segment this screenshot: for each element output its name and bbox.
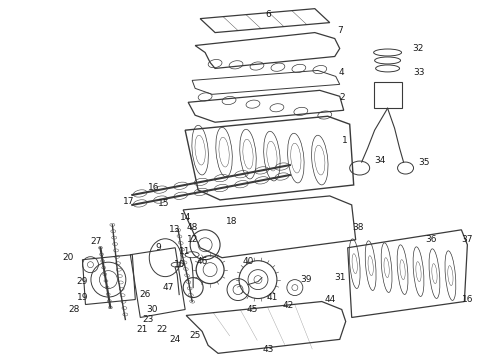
Text: 42: 42: [282, 301, 294, 310]
Text: 29: 29: [77, 277, 88, 286]
Text: 10: 10: [174, 260, 186, 269]
Text: 16: 16: [462, 295, 473, 304]
Text: 4: 4: [339, 68, 344, 77]
Text: 6: 6: [265, 10, 271, 19]
Text: 37: 37: [462, 235, 473, 244]
Text: 27: 27: [91, 237, 102, 246]
Text: 47: 47: [163, 283, 174, 292]
Text: 28: 28: [69, 305, 80, 314]
Text: 18: 18: [226, 217, 238, 226]
Text: 1: 1: [342, 136, 347, 145]
Text: 33: 33: [414, 68, 425, 77]
Text: 48: 48: [187, 223, 198, 232]
Text: 46: 46: [196, 257, 208, 266]
Text: 39: 39: [300, 275, 312, 284]
Text: 11: 11: [179, 247, 191, 256]
Text: 24: 24: [170, 335, 181, 344]
Text: 21: 21: [137, 325, 148, 334]
Text: 9: 9: [155, 243, 161, 252]
Text: 2: 2: [339, 93, 344, 102]
Text: 34: 34: [374, 156, 385, 165]
Text: 20: 20: [63, 253, 74, 262]
Text: 25: 25: [190, 331, 201, 340]
Text: 14: 14: [179, 213, 191, 222]
Text: 13: 13: [170, 225, 181, 234]
Text: 45: 45: [246, 305, 258, 314]
Text: 22: 22: [157, 325, 168, 334]
Text: 41: 41: [266, 293, 278, 302]
Text: 43: 43: [262, 345, 273, 354]
Text: 23: 23: [143, 315, 154, 324]
Text: 26: 26: [140, 290, 151, 299]
Text: 36: 36: [426, 235, 437, 244]
Text: 38: 38: [352, 223, 364, 232]
Text: 15: 15: [157, 199, 169, 208]
Text: 16: 16: [147, 184, 159, 193]
Text: 19: 19: [77, 293, 88, 302]
Text: 35: 35: [419, 158, 430, 167]
Text: 32: 32: [412, 44, 423, 53]
Text: 30: 30: [147, 305, 158, 314]
Text: 31: 31: [334, 273, 345, 282]
Text: 44: 44: [324, 295, 335, 304]
Text: 40: 40: [242, 257, 254, 266]
Text: 17: 17: [122, 197, 134, 206]
Text: 12: 12: [187, 235, 198, 244]
Text: 7: 7: [337, 26, 343, 35]
